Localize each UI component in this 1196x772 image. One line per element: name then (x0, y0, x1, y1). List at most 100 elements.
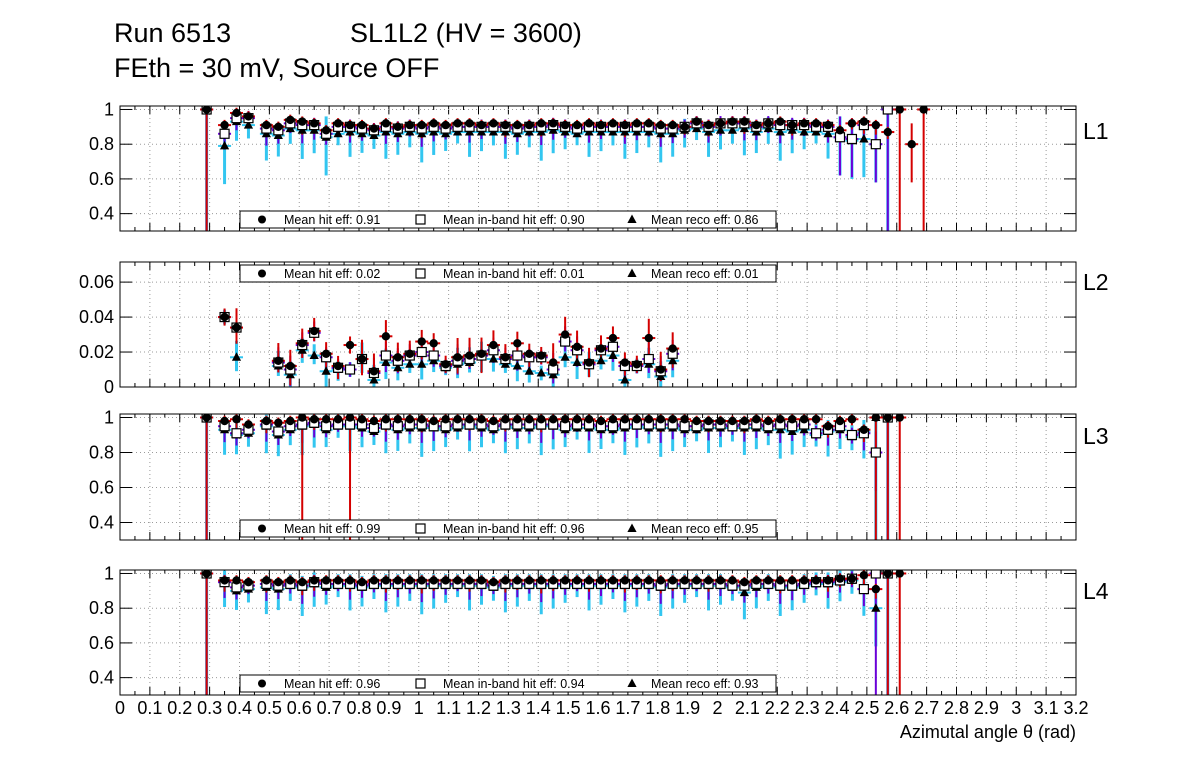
inband-eff-point (870, 570, 881, 579)
hit-eff-point (704, 576, 713, 585)
hit-eff-point (309, 415, 319, 424)
hit-eff-point (220, 576, 229, 585)
hit-eff-point (656, 415, 665, 424)
legend-inband-label: Mean in-band hit eff: 0.96 (443, 522, 585, 536)
hit-eff-point (381, 415, 391, 424)
hit-eff-point (441, 360, 450, 369)
reco-eff-point (775, 127, 785, 136)
y-tick-label: 0.6 (89, 169, 114, 189)
inband-eff-point (219, 128, 230, 139)
hit-eff-point (716, 119, 725, 128)
hit-eff-point (441, 415, 450, 424)
y-tick-label: 0.04 (79, 307, 114, 327)
hit-eff-point (644, 576, 653, 585)
hit-eff-point (716, 576, 725, 585)
x-tick-label: 1.8 (645, 698, 670, 718)
legend-inband-marker (415, 268, 426, 279)
hit-eff-point (752, 576, 761, 585)
hit-eff-point (465, 351, 474, 360)
hit-eff-point (644, 415, 653, 424)
hit-eff-point (799, 576, 809, 585)
hit-eff-point (489, 340, 498, 350)
inband-eff-point (231, 428, 242, 439)
panel-L1: 0.4 0.6 0.8 1 Mean hit eff: 0.91 Mean in-band… (89, 99, 1109, 232)
legend-inband-marker (415, 678, 426, 689)
data-points (218, 308, 680, 387)
hit-eff-point (704, 120, 713, 130)
hit-eff-point (728, 117, 737, 126)
hit-eff-point (572, 415, 582, 424)
hit-eff-point (752, 415, 761, 424)
x-tick-label: 0.2 (167, 698, 192, 718)
hit-eff-point (644, 333, 653, 343)
hit-eff-point (465, 576, 474, 585)
hit-eff-point (620, 576, 630, 585)
hit-eff-point (345, 576, 355, 585)
inband-eff-point (858, 583, 869, 595)
hit-eff-point (895, 106, 904, 114)
hit-eff-point (656, 576, 665, 585)
hit-eff-point (417, 415, 426, 424)
x-tick-label: 2.9 (974, 698, 999, 718)
hit-eff-point (883, 414, 892, 422)
hit-eff-point (309, 326, 319, 336)
hit-eff-point (787, 415, 797, 424)
hit-eff-point (764, 119, 773, 128)
hit-eff-point (680, 122, 689, 132)
hit-eff-point (728, 576, 737, 585)
hit-eff-point (381, 119, 391, 128)
hit-eff-point (393, 353, 403, 362)
x-tick-label: 2.7 (914, 698, 939, 718)
hit-eff-point (441, 120, 450, 130)
hit-eff-point (345, 120, 355, 130)
hit-eff-point (883, 127, 892, 137)
hit-eff-point (465, 119, 474, 128)
reco-eff-point (524, 366, 534, 375)
x-tick-label: 0.7 (317, 698, 342, 718)
reco-eff-point (572, 357, 582, 367)
legend: Mean hit eff: 0.96 Mean in-band hit eff: … (239, 674, 777, 693)
hit-eff-point (680, 576, 689, 585)
inband-eff-point (273, 426, 284, 437)
hit-eff-point (465, 415, 474, 424)
hit-eff-point (799, 415, 809, 424)
hit-eff-point (847, 415, 857, 424)
hit-eff-point (596, 344, 606, 353)
y-tick-label: 0.6 (89, 633, 114, 653)
y-tick-label: 0 (104, 377, 114, 397)
hit-eff-point (859, 571, 869, 580)
hit-eff-point (477, 576, 486, 585)
hit-eff-point (357, 354, 367, 364)
hit-eff-point (859, 425, 869, 434)
reco-eff-point (381, 357, 391, 367)
reco-eff-point (231, 352, 242, 361)
hit-eff-point (919, 106, 928, 114)
x-tick-label: 0.4 (227, 698, 252, 718)
hit-eff-point (202, 414, 211, 422)
hit-eff-point (381, 332, 391, 341)
hit-eff-point (847, 119, 857, 128)
hit-eff-point (333, 415, 343, 424)
panel-L3: 0.4 0.6 0.8 1 Mean hit eff: 0.99 Mean in-band… (89, 408, 1109, 541)
reco-eff-point (668, 355, 678, 365)
x-tick-label: 1.4 (526, 698, 551, 718)
hit-eff-point (584, 358, 594, 367)
hit-eff-point (429, 576, 438, 585)
legend-inband-label: Mean in-band hit eff: 0.90 (443, 213, 585, 227)
hit-eff-point (501, 120, 510, 130)
hit-eff-point (632, 576, 642, 585)
y-tick-label: 0.8 (89, 598, 114, 618)
hit-eff-point (572, 576, 582, 585)
hit-eff-point (560, 330, 570, 339)
inband-eff-point (643, 353, 654, 365)
hit-eff-point (656, 365, 665, 374)
hit-eff-point (405, 349, 414, 358)
y-tick-label: 0.4 (89, 668, 114, 688)
hit-eff-point (513, 576, 522, 585)
hit-eff-point (453, 119, 462, 128)
reco-eff-point (739, 587, 749, 597)
hit-eff-point (584, 576, 594, 585)
data-points (200, 106, 931, 231)
hit-eff-point (393, 576, 403, 585)
hit-eff-point (232, 323, 241, 332)
